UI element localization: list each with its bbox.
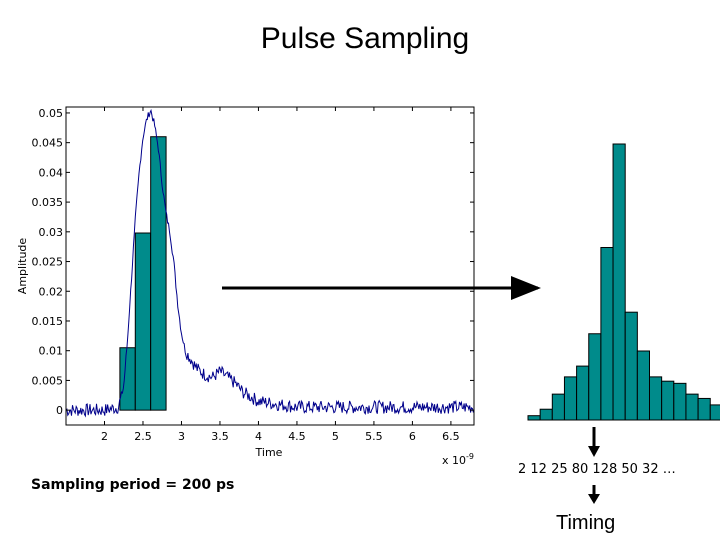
x-tick-label: 3 <box>178 430 185 443</box>
histogram-bar <box>661 380 675 421</box>
y-tick-label: 0.02 <box>39 285 64 298</box>
pulse-chart: 0 0.005 0.01 0.015 0.02 0.025 0.03 0.035 0.04 0.0… <box>16 106 475 467</box>
y-tick-label: 0.05 <box>39 107 64 120</box>
y-tick-label: 0.045 <box>32 137 64 150</box>
histogram-bar <box>673 382 687 421</box>
histogram-bar <box>709 404 720 421</box>
y-axis-label: Amplitude <box>16 238 29 295</box>
x-tick-label: 3.5 <box>211 430 229 443</box>
x-tick-label: 5.5 <box>365 430 383 443</box>
timing-label: Timing <box>556 512 616 534</box>
histogram-bar <box>539 408 553 421</box>
histogram-bar <box>685 393 699 421</box>
sample-values-sequence: 2 12 25 80 128 50 32 … <box>518 462 676 477</box>
y-tick-label: 0.005 <box>32 374 64 387</box>
histogram-bar <box>527 415 541 421</box>
histogram-bar <box>600 247 614 421</box>
down-arrow-1-head <box>588 446 600 457</box>
x-multiplier-base: x 10 <box>442 454 466 467</box>
plot-frame <box>65 106 475 426</box>
histogram-bar <box>576 365 590 421</box>
y-tick-label: 0.01 <box>39 345 64 358</box>
sample-bar <box>150 136 167 411</box>
x-multiplier-exponent: -9 <box>466 452 474 461</box>
y-tick-label: 0 <box>56 404 63 417</box>
histogram-bar <box>697 397 711 421</box>
x-tick-label: 2.5 <box>134 430 152 443</box>
histogram-bar <box>563 376 578 421</box>
pulse-waveform <box>66 108 474 418</box>
x-axis-label: Time <box>255 446 283 459</box>
histogram-bar <box>636 350 650 421</box>
y-tick-label: 0.035 <box>32 196 64 209</box>
histogram-bar <box>649 376 663 421</box>
x-tick-label: 6.5 <box>442 430 460 443</box>
slide-title: Pulse Sampling <box>260 22 470 55</box>
x-multiplier: x 10-9 <box>442 452 474 467</box>
down-arrow-2-head <box>588 494 600 504</box>
x-tick-label: 2 <box>101 430 108 443</box>
x-tick-label: 5 <box>332 430 339 443</box>
x-tick-label: 6 <box>409 430 416 443</box>
y-tick-label: 0.04 <box>39 166 64 179</box>
y-tick-label: 0.025 <box>32 256 64 269</box>
sample-bar <box>134 232 152 411</box>
sample-bar <box>119 347 136 411</box>
sample-histogram <box>527 143 720 421</box>
histogram-bar <box>624 311 638 421</box>
x-tick-label: 4.5 <box>288 430 306 443</box>
histogram-bar <box>612 143 626 421</box>
x-tick-label: 4 <box>255 430 262 443</box>
y-tick-label: 0.03 <box>39 226 64 239</box>
sampling-period-note: Sampling period = 200 ps <box>31 477 235 493</box>
histogram-bar <box>588 333 602 421</box>
y-tick-label: 0.015 <box>32 315 64 328</box>
histogram-bar <box>551 393 565 421</box>
